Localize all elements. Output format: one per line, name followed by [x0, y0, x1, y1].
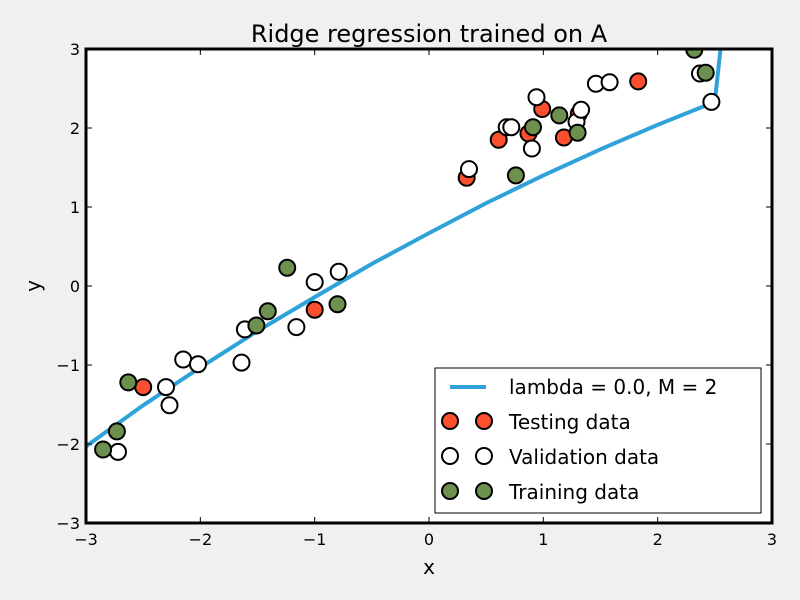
legend-label-validation: Validation data [509, 445, 659, 469]
legend: lambda = 0.0, M = 2 Testing data Validat… [434, 367, 762, 514]
y-tick-label: −1 [56, 356, 80, 375]
validation-data-point [157, 378, 175, 397]
legend-label-testing: Testing data [508, 410, 631, 434]
y-tick-label: 0 [70, 277, 80, 296]
y-axis-label: y [21, 280, 45, 292]
training-data-point [107, 422, 126, 441]
training-data-point [696, 63, 715, 82]
x-tick-label: 2 [653, 530, 663, 549]
x-tick-label: −3 [74, 530, 98, 549]
training-data-point [258, 302, 277, 321]
x-tick-label: −2 [189, 530, 213, 549]
legend-swatch-validation [441, 447, 459, 465]
validation-data-point [527, 88, 546, 107]
x-tick-label: 1 [538, 530, 548, 549]
testing-data-point [629, 72, 648, 91]
validation-data-point [287, 318, 306, 337]
validation-data-point [109, 442, 127, 461]
validation-data-point [522, 139, 541, 158]
training-data-point [506, 166, 525, 185]
legend-swatch-validation [475, 447, 493, 465]
validation-data-point [189, 355, 207, 374]
validation-data-point [329, 262, 348, 281]
legend-swatch-training [441, 482, 459, 500]
training-data-point [94, 440, 113, 459]
training-data-point [524, 118, 542, 137]
legend-swatch-training [475, 482, 493, 500]
training-data-point [119, 373, 138, 392]
training-data-point [568, 123, 587, 142]
testing-data-point [134, 378, 153, 397]
legend-swatch-testing [475, 412, 493, 430]
x-tick-label: −1 [303, 530, 327, 549]
testing-data-point [489, 130, 508, 149]
validation-data-point [600, 73, 619, 92]
y-tick-label: 1 [70, 198, 80, 217]
legend-swatch-testing [441, 412, 459, 430]
validation-data-point [502, 118, 521, 137]
points-layer [94, 49, 721, 461]
validation-data-point [572, 100, 591, 119]
validation-data-point [460, 160, 478, 179]
axis-ticks: −3 −2 −1 0 1 2 3 −3 −2 −1 0 1 2 3 [56, 40, 777, 549]
validation-data-point [160, 396, 179, 415]
validation-data-point [232, 353, 251, 372]
training-data-point [247, 316, 266, 335]
x-axis-label: x [423, 555, 435, 579]
training-data-point [278, 258, 297, 277]
y-tick-label: −2 [56, 435, 80, 454]
legend-label-training: Training data [508, 480, 639, 504]
training-data-point [550, 106, 569, 125]
y-tick-label: 3 [70, 40, 80, 59]
y-tick-label: −3 [56, 514, 80, 533]
testing-data-point [305, 300, 324, 319]
x-tick-label: 0 [424, 530, 434, 549]
validation-data-point [305, 273, 324, 292]
legend-label-fit-line: lambda = 0.0, M = 2 [509, 375, 717, 399]
chart-title: Ridge regression trained on A [251, 20, 608, 48]
x-tick-label: 3 [767, 530, 777, 549]
y-tick-label: 2 [70, 119, 80, 138]
validation-data-point [702, 92, 721, 111]
validation-data-point [174, 350, 193, 369]
training-data-point [328, 295, 347, 314]
